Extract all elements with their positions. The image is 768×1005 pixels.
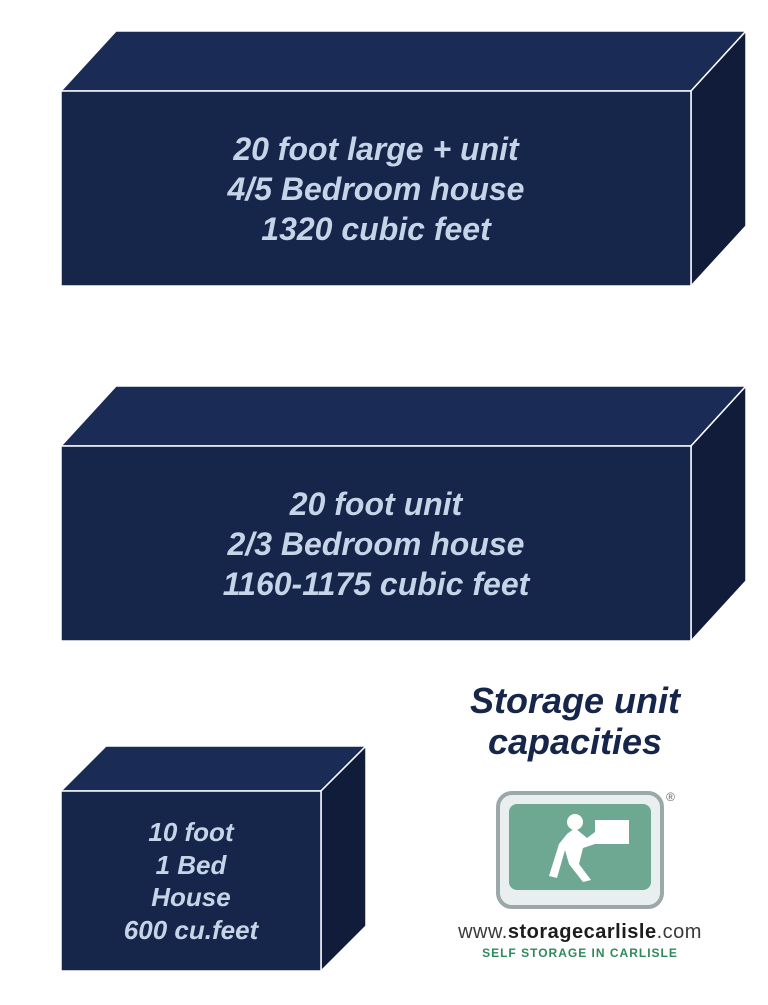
box-large-label: 20 foot large + unit4/5 Bedroom house132…	[61, 91, 691, 286]
brand-url: www.storagecarlisle.com	[430, 921, 730, 944]
title-line1: Storage unit	[420, 680, 730, 721]
title-line2: capacities	[420, 721, 730, 762]
box-large-line: 20 foot large + unit	[233, 129, 518, 169]
brand-tagline: SELF STORAGE IN CARLISLE	[430, 946, 730, 960]
box-medium-label: 20 foot unit2/3 Bedroom house1160-1175 c…	[61, 446, 691, 641]
box-large-line: 1320 cubic feet	[261, 209, 490, 249]
box-small-line: 1 Bed	[156, 849, 227, 882]
brand-logo-block: ® www.storagecarlisle.com SELF STORAGE IN …	[430, 790, 730, 960]
box-small-line: House	[151, 881, 230, 914]
brand-logo-icon: ®	[495, 790, 665, 910]
box-large: 20 foot large + unit4/5 Bedroom house132…	[60, 30, 747, 287]
box-medium-line: 20 foot unit	[290, 484, 462, 524]
title: Storage unitcapacities	[420, 680, 730, 763]
brand-url-core: storagecarlisle	[508, 921, 657, 943]
box-small: 10 foot1 BedHouse600 cu.feet	[60, 745, 367, 972]
box-medium-line: 2/3 Bedroom house	[228, 524, 525, 564]
infographic-stage: 20 foot large + unit4/5 Bedroom house132…	[0, 0, 768, 1005]
box-large-line: 4/5 Bedroom house	[228, 169, 525, 209]
box-small-line: 600 cu.feet	[124, 914, 258, 947]
box-medium: 20 foot unit2/3 Bedroom house1160-1175 c…	[60, 385, 747, 642]
brand-url-suffix: .com	[657, 921, 702, 943]
box-medium-line: 1160-1175 cubic feet	[223, 564, 530, 604]
box-small-line: 10 foot	[148, 816, 233, 849]
registered-mark: ®	[666, 790, 675, 804]
box-small-label: 10 foot1 BedHouse600 cu.feet	[61, 791, 321, 971]
brand-url-prefix: www.	[458, 921, 508, 943]
